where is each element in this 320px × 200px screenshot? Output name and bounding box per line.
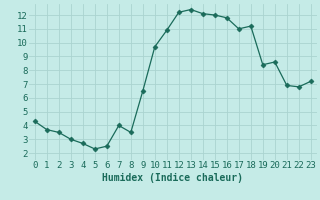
X-axis label: Humidex (Indice chaleur): Humidex (Indice chaleur) — [102, 173, 243, 183]
